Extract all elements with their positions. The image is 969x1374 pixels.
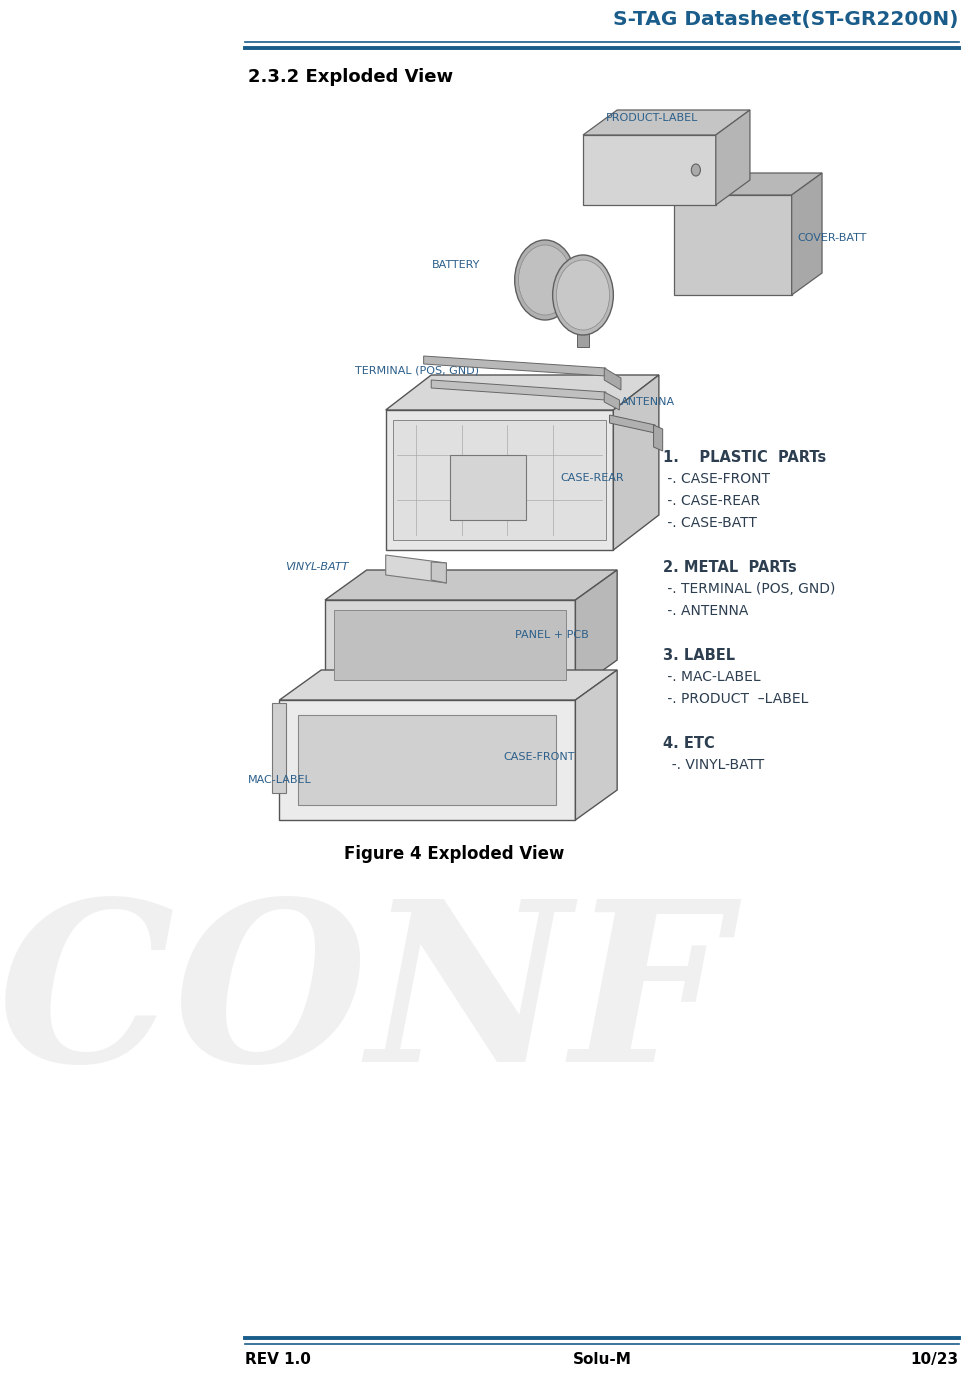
Text: -. CASE-BATT: -. CASE-BATT [662,517,756,530]
Polygon shape [325,570,616,600]
Text: -. VINYL-BATT: -. VINYL-BATT [662,758,764,772]
Polygon shape [604,368,620,390]
Polygon shape [325,600,575,690]
Text: 10/23: 10/23 [910,1352,957,1367]
Text: REV 1.0: REV 1.0 [245,1352,311,1367]
Text: -. MAC-LABEL: -. MAC-LABEL [662,671,760,684]
Bar [271,703,285,793]
Polygon shape [604,392,619,409]
Text: ANTENNA: ANTENNA [620,397,674,407]
Polygon shape [791,173,821,295]
Text: PRODUCT-LABEL: PRODUCT-LABEL [605,113,698,124]
Text: TERMINAL (POS, GND): TERMINAL (POS, GND) [355,365,479,375]
Ellipse shape [691,164,700,176]
Polygon shape [279,699,575,820]
Text: S-TAG Datasheet(ST-GR2200N): S-TAG Datasheet(ST-GR2200N) [612,10,957,29]
Text: BATTERY: BATTERY [432,260,480,271]
Text: -. PRODUCT  –LABEL: -. PRODUCT –LABEL [662,692,807,706]
Polygon shape [577,333,588,348]
Polygon shape [431,562,446,583]
Polygon shape [386,409,612,550]
Polygon shape [279,671,616,699]
Text: -. CASE-REAR: -. CASE-REAR [662,495,759,508]
Ellipse shape [552,256,612,335]
Text: 2.3.2 Exploded View: 2.3.2 Exploded View [247,67,453,87]
Text: PANEL + PCB: PANEL + PCB [515,631,588,640]
Ellipse shape [518,245,571,315]
Ellipse shape [556,260,609,330]
Polygon shape [575,570,616,690]
Text: -. ANTENNA: -. ANTENNA [662,605,747,618]
Text: COVER-BATT: COVER-BATT [797,234,865,243]
Text: CASE-FRONT: CASE-FRONT [503,752,575,763]
Polygon shape [653,425,662,451]
Polygon shape [715,110,749,205]
Polygon shape [673,195,791,295]
Text: Solu-M: Solu-M [572,1352,631,1367]
Bar [333,610,566,680]
Text: CASE-REAR: CASE-REAR [560,473,623,484]
Text: 1.    PLASTIC  PARTs: 1. PLASTIC PARTs [662,451,825,464]
Text: -. CASE-FRONT: -. CASE-FRONT [662,473,768,486]
Polygon shape [386,555,446,583]
Text: CONF: CONF [0,892,728,1109]
Polygon shape [431,381,605,400]
Polygon shape [423,356,605,376]
Text: 3. LABEL: 3. LABEL [662,649,735,664]
Polygon shape [612,375,658,550]
Polygon shape [386,375,658,409]
Ellipse shape [515,240,575,320]
Text: -. TERMINAL (POS, GND): -. TERMINAL (POS, GND) [662,583,834,596]
Text: 2. METAL  PARTs: 2. METAL PARTs [662,561,796,574]
Polygon shape [575,671,616,820]
Text: MAC-LABEL: MAC-LABEL [247,775,311,785]
Text: Figure 4 Exploded View: Figure 4 Exploded View [343,845,564,863]
Text: VINYL-BATT: VINYL-BATT [285,562,349,572]
Bar [392,420,605,540]
Polygon shape [609,415,654,433]
Text: 4. ETC: 4. ETC [662,736,714,752]
Polygon shape [673,173,821,195]
Bar [450,455,525,519]
Bar [298,714,556,805]
Polygon shape [582,110,749,135]
Polygon shape [582,135,715,205]
